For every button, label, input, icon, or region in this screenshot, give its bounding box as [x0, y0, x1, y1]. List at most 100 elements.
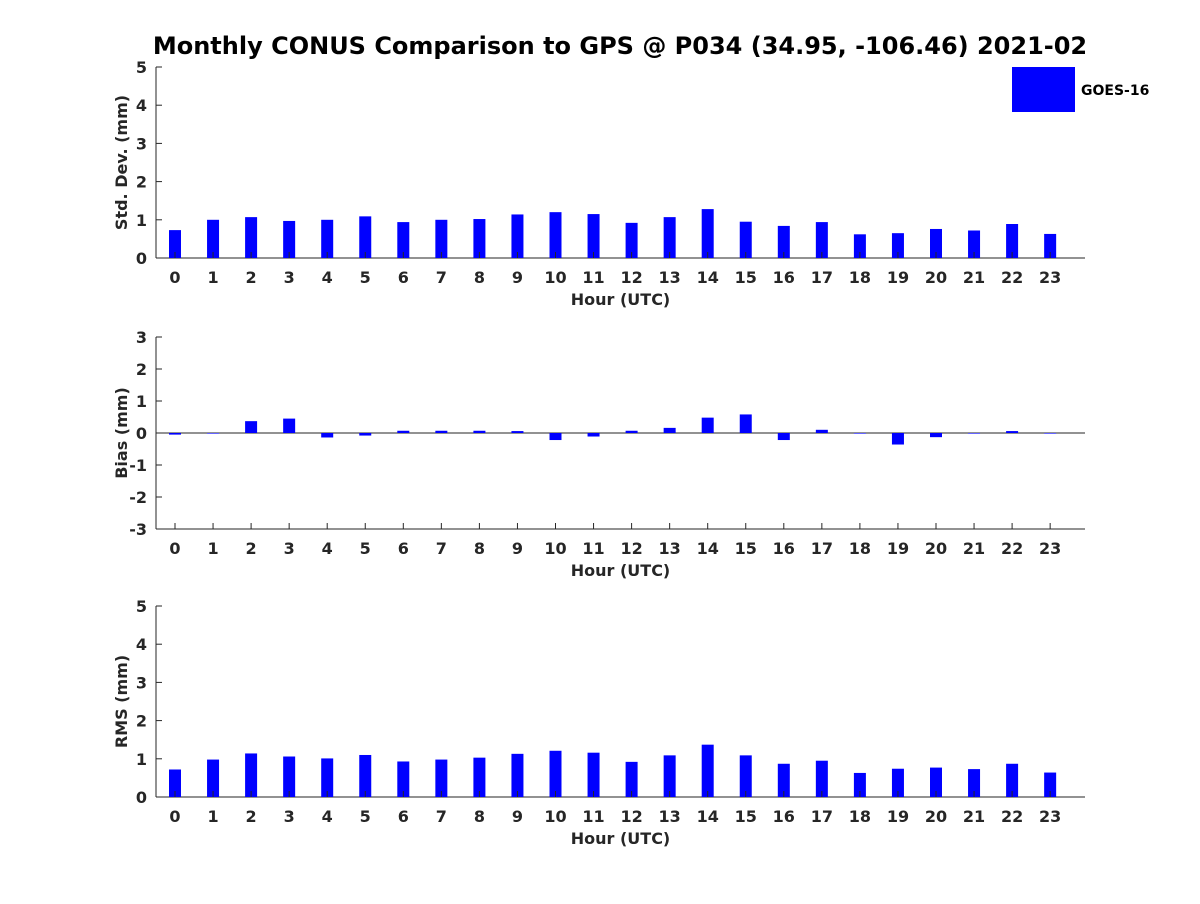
std-dev-bar-hour-22 — [1006, 224, 1019, 258]
rms-x-tick-label: 2 — [246, 807, 257, 826]
rms-x-tick-label: 21 — [963, 807, 985, 826]
std-dev-bar-hour-18 — [853, 234, 866, 258]
rms-bar-hour-2 — [245, 753, 258, 797]
bias-bar-hour-19 — [891, 433, 904, 445]
std-dev-bar-hour-16 — [777, 225, 790, 258]
rms-bar-hour-1 — [207, 759, 220, 797]
bias-x-tick-label: 10 — [544, 539, 566, 558]
rms-bar-hour-18 — [853, 772, 866, 797]
chart-title: Monthly CONUS Comparison to GPS @ P034 (… — [153, 32, 1087, 60]
bias-bar-hour-6 — [397, 430, 410, 433]
bias-x-tick-label: 14 — [697, 539, 719, 558]
rms-x-tick-label: 4 — [322, 807, 333, 826]
bias-y-tick-label: -3 — [129, 520, 147, 539]
bias-bar-hour-5 — [359, 433, 372, 436]
bias-x-tick-label: 2 — [246, 539, 257, 558]
rms-bar-hour-9 — [511, 753, 524, 797]
std-dev-bar-hour-3 — [283, 220, 296, 258]
bias-x-tick-label: 4 — [322, 539, 333, 558]
rms-x-tick-label: 3 — [284, 807, 295, 826]
std-dev-y-tick-label: 1 — [136, 211, 147, 230]
std-dev-x-tick-label: 14 — [697, 268, 719, 287]
std-dev-bar-hour-2 — [245, 217, 258, 258]
bias-bar-hour-7 — [435, 430, 448, 433]
bias-bar-hour-20 — [930, 433, 942, 438]
rms-y-tick-label: 5 — [136, 597, 147, 616]
rms-bar-hour-10 — [549, 750, 562, 797]
std-dev-bar-hour-19 — [891, 233, 904, 258]
bias-y-tick-label: 1 — [136, 392, 147, 411]
bias-x-label: Hour (UTC) — [571, 561, 671, 580]
std-dev-bar-hour-20 — [930, 228, 942, 258]
std-dev-x-tick-label: 2 — [246, 268, 257, 287]
rms-x-tick-label: 16 — [773, 807, 795, 826]
rms-bar-hour-16 — [777, 763, 790, 797]
rms-bar-hour-12 — [625, 761, 638, 797]
std-dev-y-tick-label: 4 — [136, 96, 147, 115]
std-dev-x-tick-label: 8 — [474, 268, 485, 287]
bias-bar-hour-21 — [968, 433, 981, 434]
rms-x-tick-label: 10 — [544, 807, 566, 826]
bias-bar-hour-16 — [777, 433, 790, 441]
bias-y-tick-label: 0 — [136, 424, 147, 443]
bias-x-tick-label: 19 — [887, 539, 909, 558]
rms-x-tick-label: 11 — [582, 807, 604, 826]
rms-bar-hour-6 — [397, 761, 410, 797]
std-dev-bar-hour-8 — [473, 219, 486, 258]
bias-bar-hour-17 — [815, 429, 828, 433]
rms-x-tick-label: 9 — [512, 807, 523, 826]
rms-bar-hour-5 — [359, 754, 372, 797]
rms-bar-hour-7 — [435, 759, 448, 797]
bias-x-tick-label: 13 — [659, 539, 681, 558]
std-dev-x-tick-label: 0 — [169, 268, 180, 287]
std-dev-y-label: Std. Dev. (mm) — [112, 95, 131, 230]
rms-y-tick-label: 2 — [136, 712, 147, 731]
rms-bar-hour-0 — [169, 769, 181, 797]
bias-bar-hour-18 — [853, 433, 866, 434]
std-dev-bar-hour-0 — [169, 230, 181, 258]
std-dev-bar-hour-10 — [549, 212, 562, 258]
std-dev-bar-hour-1 — [207, 219, 220, 258]
std-dev-x-tick-label: 3 — [284, 268, 295, 287]
std-dev-bar-hour-17 — [815, 222, 828, 258]
bias-y-label: Bias (mm) — [112, 387, 131, 479]
std-dev-x-tick-label: 15 — [735, 268, 757, 287]
rms-y-tick-label: 3 — [136, 673, 147, 692]
std-dev-bar-hour-11 — [587, 214, 600, 258]
rms-bar-hour-19 — [891, 768, 904, 797]
bias-y-tick-label: -2 — [129, 488, 147, 507]
bias-bar-hour-15 — [739, 414, 752, 433]
bias-bar-hour-0 — [169, 433, 181, 435]
rms-y-tick-label: 4 — [136, 635, 147, 654]
std-dev-x-tick-label: 5 — [360, 268, 371, 287]
rms-bar-hour-17 — [815, 760, 828, 797]
rms-x-tick-label: 15 — [735, 807, 757, 826]
rms-x-tick-label: 19 — [887, 807, 909, 826]
rms-x-tick-label: 0 — [169, 807, 180, 826]
std-dev-y-tick-label: 5 — [136, 58, 147, 77]
legend-swatch — [1012, 67, 1075, 112]
bias-bar-hour-12 — [625, 430, 638, 433]
bias-x-tick-label: 21 — [963, 539, 985, 558]
rms-y-tick-label: 1 — [136, 750, 147, 769]
std-dev-x-tick-label: 12 — [620, 268, 642, 287]
bias-y-tick-label: 3 — [136, 328, 147, 347]
std-dev-x-tick-label: 6 — [398, 268, 409, 287]
legend-label: GOES-16 — [1081, 83, 1149, 99]
bias-x-tick-label: 8 — [474, 539, 485, 558]
std-dev-bar-hour-7 — [435, 219, 448, 258]
rms-x-tick-label: 13 — [659, 807, 681, 826]
std-dev-bar-hour-21 — [968, 230, 981, 258]
bias-bar-hour-10 — [549, 433, 562, 441]
rms-x-tick-label: 12 — [620, 807, 642, 826]
rms-bar-hour-22 — [1006, 763, 1019, 797]
std-dev-x-tick-label: 16 — [773, 268, 795, 287]
bias-bar-hour-14 — [701, 417, 714, 433]
bias-x-tick-label: 7 — [436, 539, 447, 558]
bias-x-tick-label: 11 — [582, 539, 604, 558]
bias-x-tick-label: 5 — [360, 539, 371, 558]
rms-bar-hour-11 — [587, 752, 600, 797]
